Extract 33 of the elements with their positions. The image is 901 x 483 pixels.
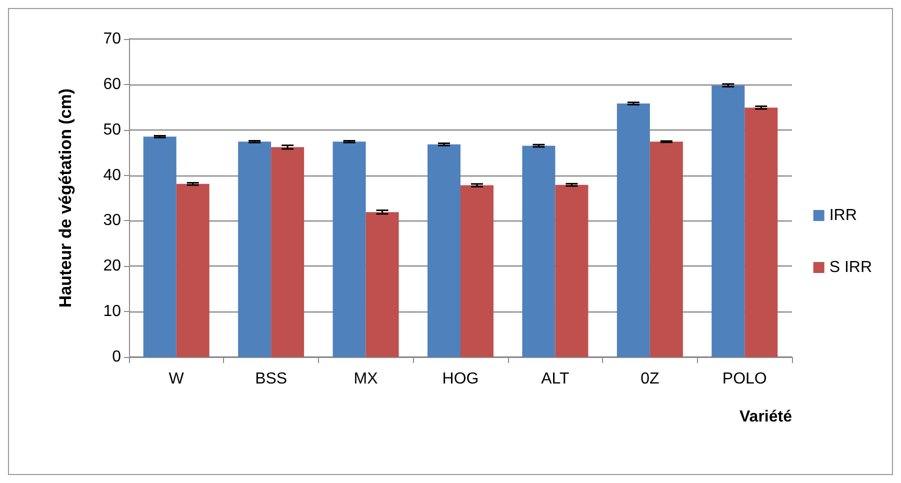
bar	[555, 184, 588, 357]
y-tick-label: 20	[103, 258, 122, 275]
x-tick-label: MX	[354, 370, 378, 388]
bar	[712, 85, 745, 357]
x-axis-title: Variété	[740, 408, 792, 426]
x-tick-label: W	[168, 370, 185, 388]
bar	[428, 144, 460, 357]
x-tick-label: ALT	[541, 370, 570, 388]
bar	[744, 108, 778, 357]
bar	[332, 142, 366, 357]
bar	[616, 104, 650, 357]
y-tick-label: 70	[103, 30, 122, 48]
y-tick-label: 50	[103, 121, 122, 138]
bar	[522, 146, 556, 357]
x-tick-label: HOG	[442, 370, 479, 388]
y-axis-title: Hauteur de végétation (cm)	[56, 88, 75, 308]
y-tick-label: 10	[103, 303, 122, 320]
x-tick-label: BSS	[255, 370, 288, 388]
bar	[271, 147, 304, 357]
legend-label: S IRR	[829, 259, 872, 276]
y-tick-label: 60	[103, 76, 122, 93]
bar	[460, 185, 494, 357]
bar	[650, 142, 683, 357]
y-tick-label: 0	[112, 348, 122, 366]
legend-label: IRR	[829, 207, 857, 224]
bar	[366, 212, 399, 357]
x-tick-label: 0Z	[640, 370, 660, 388]
bar	[143, 136, 176, 357]
x-tick-label: POLO	[722, 370, 767, 388]
y-tick-label: 40	[103, 166, 122, 184]
bar	[176, 184, 210, 357]
y-tick-label: 30	[103, 212, 122, 230]
bar	[238, 142, 272, 357]
